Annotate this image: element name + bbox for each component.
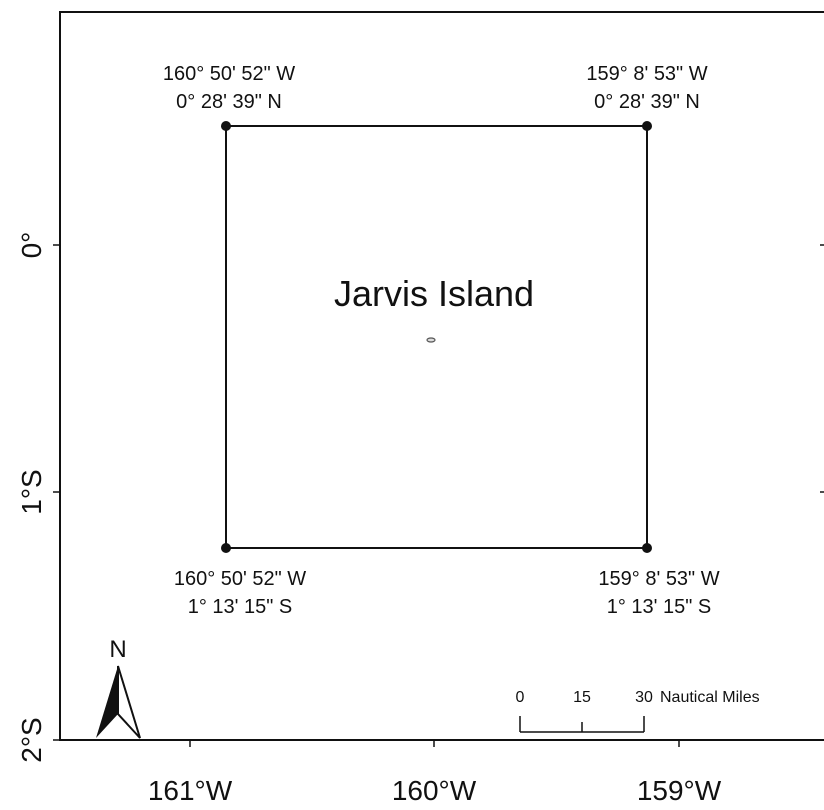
island-shape xyxy=(426,337,436,343)
y-tick-label-2s: 2°S xyxy=(16,717,47,762)
se-lon-label: 159° 8' 53" W xyxy=(598,568,719,590)
north-arrow-outline-icon xyxy=(117,665,141,739)
island-title: Jarvis Island xyxy=(334,273,534,314)
scale-unit-label: Nautical Miles xyxy=(660,689,760,706)
corner-point-sw xyxy=(221,543,231,553)
y-tick-label-1s: 1°S xyxy=(16,469,47,514)
scale-label-0: 0 xyxy=(516,689,525,706)
y-axis xyxy=(53,244,824,741)
map-frame xyxy=(59,11,824,741)
north-label: N xyxy=(109,636,126,663)
nw-lon-label: 160° 50' 52" W xyxy=(163,63,295,85)
se-lat-label: 1° 13' 15" S xyxy=(607,596,712,618)
ne-lat-label: 0° 28' 39" N xyxy=(594,91,700,113)
boundary-box xyxy=(225,125,648,549)
ne-lon-label: 159° 8' 53" W xyxy=(586,63,707,85)
x-tick-label-160w: 160°W xyxy=(392,775,477,806)
scale-label-30: 30 xyxy=(635,689,653,706)
sw-lat-label: 1° 13' 15" S xyxy=(188,596,293,618)
sw-lon-label: 160° 50' 52" W xyxy=(174,568,306,590)
x-tick-label-159w: 159°W xyxy=(637,775,722,806)
corner-point-ne xyxy=(642,121,652,131)
x-axis xyxy=(189,740,680,747)
corner-point-se xyxy=(642,543,652,553)
nw-lat-label: 0° 28' 39" N xyxy=(176,91,282,113)
x-tick-label-161w: 161°W xyxy=(148,775,233,806)
corner-point-nw xyxy=(221,121,231,131)
scale-bar: 0 15 30 Nautical Miles xyxy=(516,689,760,733)
y-tick-label-0: 0° xyxy=(16,232,47,259)
north-arrow: N xyxy=(96,636,141,739)
scale-label-15: 15 xyxy=(573,689,591,706)
north-arrow-icon xyxy=(96,666,118,738)
